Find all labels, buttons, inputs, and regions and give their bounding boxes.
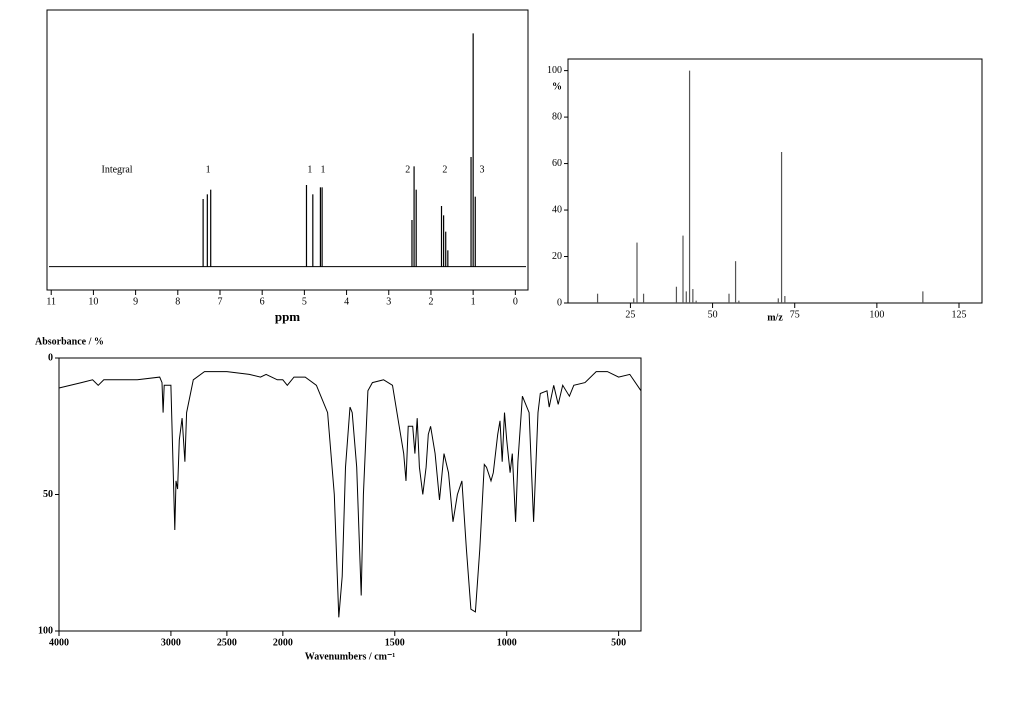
y-tick-label: 80 xyxy=(552,111,562,122)
x-tick-label: 2000 xyxy=(273,637,293,648)
x-tick-label: 50 xyxy=(708,309,718,320)
y-tick-label: 50 xyxy=(43,489,53,500)
x-axis-label: Wavenumbers / cm⁻¹ xyxy=(305,651,396,662)
nmr-frame xyxy=(46,9,529,291)
spectrum-line xyxy=(58,371,642,618)
x-tick-label: 125 xyxy=(952,309,967,320)
ir-frame xyxy=(58,357,642,632)
x-tick-label: 2500 xyxy=(217,637,237,648)
x-tick-label: 4 xyxy=(344,296,349,307)
y-tick-label: 0 xyxy=(48,352,53,363)
y-tick-label: 20 xyxy=(552,251,562,262)
x-tick-label: 25 xyxy=(625,309,635,320)
x-tick-label: 7 xyxy=(217,296,222,307)
x-tick-label: 6 xyxy=(260,296,265,307)
annotation: 3 xyxy=(480,164,485,175)
x-tick-label: 2 xyxy=(428,296,433,307)
annotation: 1 xyxy=(320,164,325,175)
x-tick-label: 3000 xyxy=(161,637,181,648)
x-tick-label: 5 xyxy=(302,296,307,307)
y-tick-label: 60 xyxy=(552,158,562,169)
annotation: 1 xyxy=(307,164,312,175)
x-axis-label: ppm xyxy=(275,309,300,324)
x-tick-label: 3 xyxy=(386,296,391,307)
x-tick-label: 1 xyxy=(471,296,476,307)
x-tick-label: 500 xyxy=(611,637,626,648)
annotation: 2 xyxy=(442,164,447,175)
x-tick-label: 0 xyxy=(513,296,518,307)
ms-frame xyxy=(567,58,983,304)
x-axis-label: m/z xyxy=(767,312,783,323)
x-tick-label: 8 xyxy=(175,296,180,307)
x-tick-label: 75 xyxy=(790,309,800,320)
x-tick-label: 4000 xyxy=(49,637,69,648)
y-axis-label: % xyxy=(552,81,562,92)
x-tick-label: 1500 xyxy=(385,637,405,648)
y-tick-label: 0 xyxy=(557,297,562,308)
x-tick-label: 100 xyxy=(869,309,884,320)
x-tick-label: 10 xyxy=(88,296,98,307)
y-tick-label: 100 xyxy=(38,625,53,636)
y-tick-label: 40 xyxy=(552,204,562,215)
x-tick-label: 11 xyxy=(46,296,56,307)
x-tick-label: 9 xyxy=(133,296,138,307)
y-axis-label: Absorbance / % xyxy=(35,336,104,347)
annotation: Integral xyxy=(101,164,132,175)
annotation: 2 xyxy=(405,164,410,175)
y-tick-label: 100 xyxy=(547,65,562,76)
annotation: 1 xyxy=(206,164,211,175)
x-tick-label: 1000 xyxy=(497,637,517,648)
